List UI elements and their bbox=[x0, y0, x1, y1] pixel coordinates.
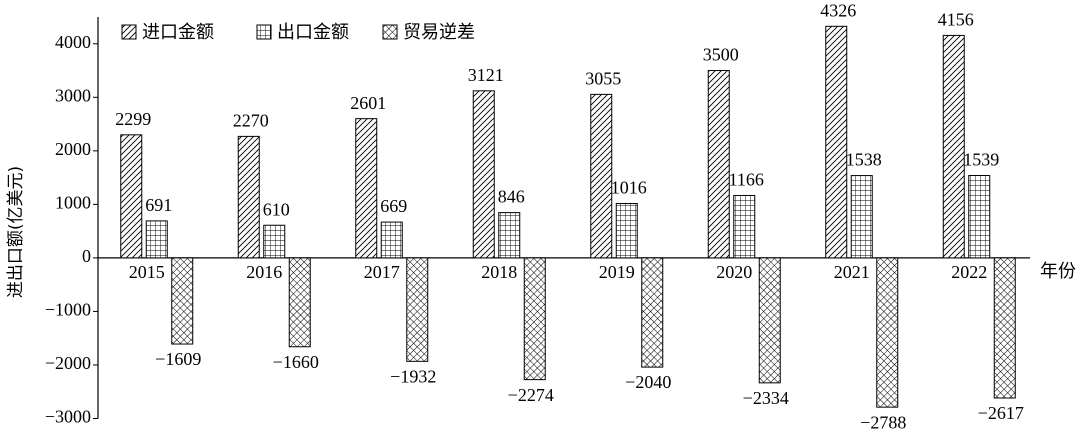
bar bbox=[707, 70, 730, 259]
bar bbox=[942, 34, 965, 259]
value-label: −1660 bbox=[273, 352, 319, 372]
bar bbox=[380, 221, 403, 259]
value-label: −2040 bbox=[625, 372, 671, 392]
y-tick-label: 2000 bbox=[55, 139, 91, 159]
value-label: 4326 bbox=[820, 0, 856, 20]
value-label: 1166 bbox=[729, 170, 764, 190]
value-label: 1538 bbox=[846, 150, 882, 170]
y-axis-title: 进出口额(亿美元) bbox=[6, 166, 26, 298]
bar bbox=[498, 212, 521, 259]
bar bbox=[968, 175, 991, 259]
value-label: −2274 bbox=[508, 385, 554, 405]
value-label: 669 bbox=[380, 196, 407, 216]
x-tick-label: 2022 bbox=[951, 262, 987, 282]
y-tick-label: −3000 bbox=[45, 407, 91, 427]
legend-swatch bbox=[121, 24, 137, 40]
bar bbox=[825, 25, 848, 259]
bar bbox=[263, 224, 286, 259]
bar bbox=[145, 220, 168, 259]
value-label: 1539 bbox=[963, 150, 999, 170]
legend-swatch bbox=[256, 24, 272, 40]
bar bbox=[615, 203, 638, 259]
bar bbox=[237, 135, 260, 259]
legend-label: 出口金额 bbox=[277, 22, 349, 43]
x-tick-label: 2019 bbox=[599, 262, 635, 282]
value-label: −2334 bbox=[743, 388, 789, 408]
y-tick-label: −2000 bbox=[45, 353, 91, 373]
x-tick-label: 2021 bbox=[834, 262, 870, 282]
x-tick-label: 2017 bbox=[364, 262, 400, 282]
value-label: 691 bbox=[145, 195, 172, 215]
x-tick-label: 2016 bbox=[246, 262, 282, 282]
bar bbox=[472, 90, 495, 259]
value-label: 3121 bbox=[468, 65, 504, 85]
bar bbox=[758, 257, 781, 384]
value-label: 3055 bbox=[585, 68, 621, 88]
bar bbox=[171, 257, 194, 345]
x-tick-label: 2020 bbox=[716, 262, 752, 282]
value-label: 1016 bbox=[611, 178, 647, 198]
x-tick-label: 2018 bbox=[481, 262, 517, 282]
value-label: −1609 bbox=[155, 349, 201, 369]
value-label: 2270 bbox=[233, 111, 269, 131]
y-tick-label: 3000 bbox=[55, 85, 91, 105]
x-tick-label: 2015 bbox=[129, 262, 165, 282]
bar bbox=[590, 93, 613, 259]
value-label: 4156 bbox=[938, 10, 974, 30]
y-tick-label: 0 bbox=[82, 246, 91, 266]
y-tick-label: 4000 bbox=[55, 32, 91, 52]
bar bbox=[876, 257, 899, 408]
y-tick-label: −1000 bbox=[45, 300, 91, 320]
value-label: −1932 bbox=[390, 366, 436, 386]
value-label: 846 bbox=[498, 187, 525, 207]
value-label: 2299 bbox=[115, 109, 151, 129]
legend-swatch bbox=[382, 24, 398, 40]
bar bbox=[120, 134, 143, 259]
value-label: −2788 bbox=[860, 412, 906, 432]
bar bbox=[355, 118, 378, 259]
value-label: 3500 bbox=[703, 45, 739, 65]
value-label: 2601 bbox=[350, 93, 386, 113]
value-label: −2617 bbox=[978, 403, 1024, 423]
bar bbox=[288, 257, 311, 348]
bar bbox=[406, 257, 429, 362]
value-label: 610 bbox=[263, 199, 290, 219]
bar bbox=[641, 257, 664, 368]
bar bbox=[523, 257, 546, 381]
legend-label: 进口金额 bbox=[142, 22, 214, 43]
bar bbox=[850, 175, 873, 259]
bar bbox=[733, 194, 756, 259]
y-tick-label: 1000 bbox=[55, 192, 91, 212]
x-axis-title: 年份 bbox=[1040, 261, 1076, 282]
bar bbox=[993, 257, 1016, 399]
legend-label: 贸易逆差 bbox=[403, 22, 475, 43]
